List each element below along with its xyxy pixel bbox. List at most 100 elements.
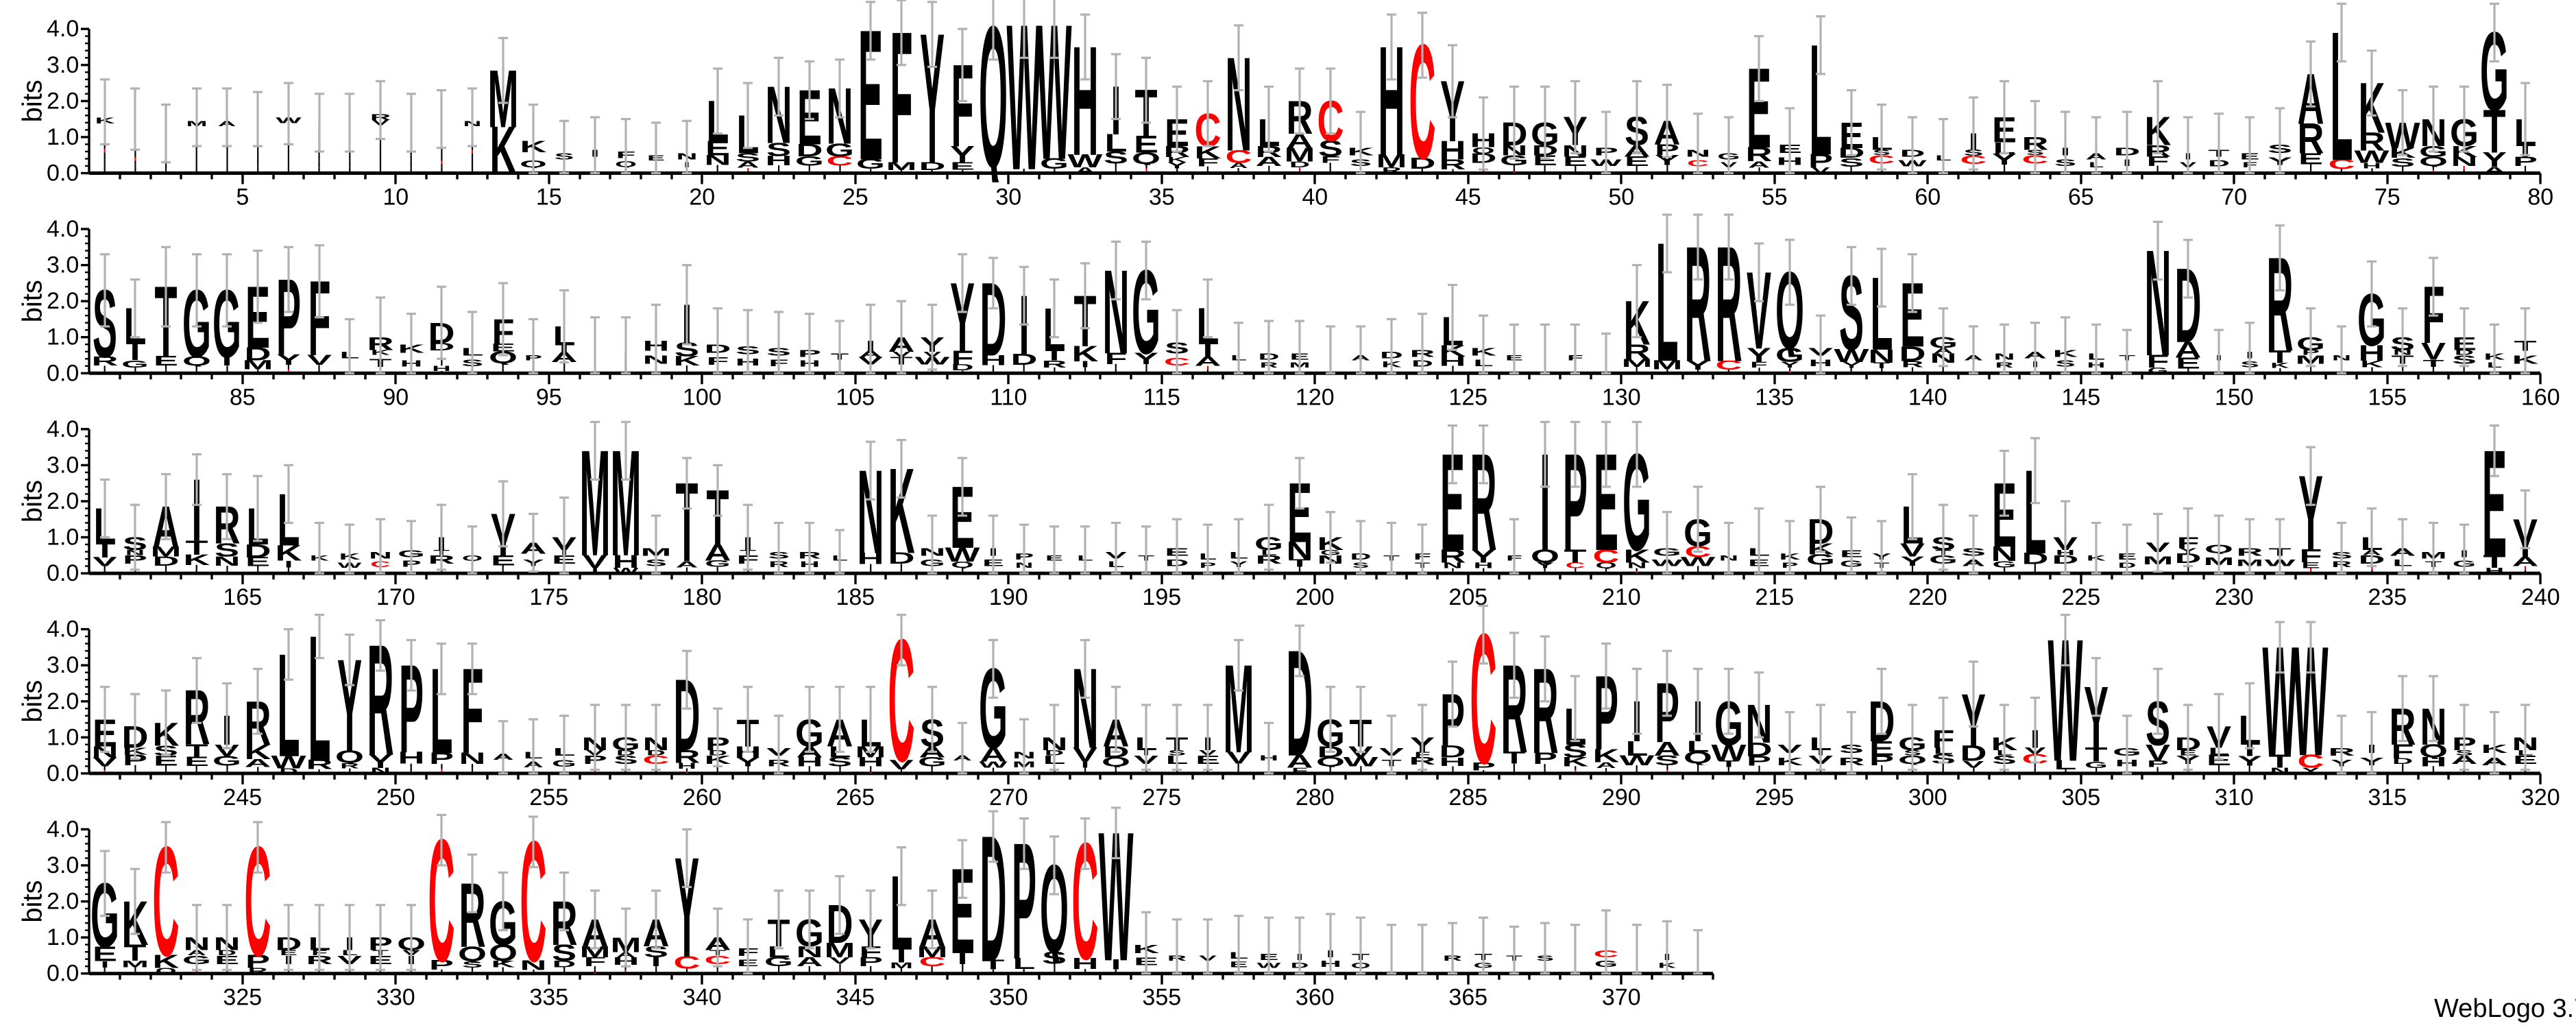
- svg-text:160: 160: [2521, 384, 2560, 410]
- svg-text:0.0: 0.0: [47, 160, 79, 187]
- svg-text:50: 50: [1608, 184, 1634, 211]
- svg-text:15: 15: [536, 184, 562, 211]
- svg-text:1.0: 1.0: [47, 525, 79, 551]
- svg-text:55: 55: [1762, 184, 1788, 211]
- svg-text:1.0: 1.0: [47, 924, 79, 950]
- svg-text:bits: bits: [17, 680, 47, 723]
- svg-text:285: 285: [1448, 784, 1487, 811]
- svg-text:0.0: 0.0: [47, 961, 79, 987]
- svg-text:270: 270: [989, 784, 1028, 811]
- svg-text:180: 180: [683, 584, 722, 610]
- svg-text:bits: bits: [17, 480, 47, 523]
- svg-text:2.0: 2.0: [47, 88, 79, 114]
- svg-text:370: 370: [1602, 985, 1641, 1011]
- svg-text:25: 25: [842, 184, 868, 211]
- svg-text:0.0: 0.0: [47, 560, 79, 586]
- svg-text:325: 325: [223, 985, 262, 1011]
- svg-text:100: 100: [683, 384, 722, 410]
- svg-text:175: 175: [529, 584, 568, 610]
- svg-text:130: 130: [1602, 384, 1641, 410]
- svg-text:110: 110: [990, 384, 1027, 410]
- svg-text:215: 215: [1755, 584, 1794, 610]
- svg-text:145: 145: [2061, 384, 2100, 410]
- svg-text:300: 300: [1908, 784, 1947, 811]
- svg-text:365: 365: [1448, 985, 1487, 1011]
- svg-text:bits: bits: [17, 280, 47, 322]
- svg-text:125: 125: [1448, 384, 1487, 410]
- svg-text:245: 245: [223, 784, 262, 811]
- svg-text:80: 80: [2527, 184, 2553, 211]
- svg-text:3.0: 3.0: [47, 52, 79, 78]
- svg-text:4.0: 4.0: [47, 416, 79, 442]
- svg-text:195: 195: [1142, 584, 1181, 610]
- svg-text:330: 330: [376, 985, 415, 1011]
- svg-text:155: 155: [2368, 384, 2407, 410]
- svg-text:345: 345: [836, 985, 875, 1011]
- svg-text:340: 340: [683, 985, 722, 1011]
- svg-text:60: 60: [1915, 184, 1941, 211]
- svg-text:335: 335: [529, 985, 568, 1011]
- svg-text:3.0: 3.0: [47, 452, 79, 478]
- svg-text:290: 290: [1602, 784, 1641, 811]
- svg-text:4.0: 4.0: [47, 616, 79, 643]
- svg-text:95: 95: [536, 384, 562, 410]
- svg-text:200: 200: [1296, 584, 1335, 610]
- svg-text:190: 190: [989, 584, 1028, 610]
- svg-text:120: 120: [1296, 384, 1335, 410]
- svg-text:4.0: 4.0: [47, 216, 79, 242]
- svg-text:350: 350: [989, 985, 1028, 1011]
- svg-text:360: 360: [1296, 985, 1335, 1011]
- svg-text:235: 235: [2368, 584, 2407, 610]
- svg-text:210: 210: [1602, 584, 1641, 610]
- svg-text:275: 275: [1142, 784, 1181, 811]
- svg-text:230: 230: [2215, 584, 2254, 610]
- svg-text:225: 225: [2061, 584, 2100, 610]
- svg-text:1.0: 1.0: [47, 324, 79, 350]
- svg-text:0.0: 0.0: [47, 760, 79, 787]
- svg-text:295: 295: [1755, 784, 1794, 811]
- svg-text:260: 260: [683, 784, 722, 811]
- svg-text:2.0: 2.0: [47, 288, 79, 314]
- svg-text:185: 185: [836, 584, 875, 610]
- svg-text:65: 65: [2068, 184, 2094, 211]
- svg-text:165: 165: [223, 584, 262, 610]
- svg-text:3.0: 3.0: [47, 252, 79, 278]
- svg-text:30: 30: [995, 184, 1021, 211]
- svg-text:1.0: 1.0: [47, 724, 79, 750]
- svg-text:140: 140: [1908, 384, 1947, 410]
- svg-text:320: 320: [2521, 784, 2560, 811]
- svg-text:150: 150: [2215, 384, 2254, 410]
- svg-text:105: 105: [836, 384, 875, 410]
- svg-text:0.0: 0.0: [47, 360, 79, 386]
- svg-text:WebLogo 3.7.12: WebLogo 3.7.12: [2434, 994, 2576, 1023]
- svg-text:115: 115: [1143, 384, 1180, 410]
- svg-text:85: 85: [230, 384, 256, 410]
- svg-text:280: 280: [1296, 784, 1335, 811]
- svg-text:2.0: 2.0: [47, 488, 79, 514]
- svg-text:4.0: 4.0: [47, 16, 79, 42]
- svg-text:3.0: 3.0: [47, 852, 79, 878]
- svg-text:2.0: 2.0: [47, 889, 79, 915]
- svg-text:4.0: 4.0: [47, 816, 79, 842]
- svg-text:250: 250: [376, 784, 415, 811]
- svg-text:135: 135: [1755, 384, 1794, 410]
- svg-text:255: 255: [529, 784, 568, 811]
- svg-text:45: 45: [1455, 184, 1481, 211]
- svg-text:265: 265: [836, 784, 875, 811]
- svg-text:355: 355: [1142, 985, 1181, 1011]
- svg-text:10: 10: [382, 184, 409, 211]
- svg-text:bits: bits: [17, 880, 47, 922]
- svg-text:bits: bits: [17, 80, 47, 122]
- svg-text:220: 220: [1908, 584, 1947, 610]
- svg-text:35: 35: [1149, 184, 1175, 211]
- svg-text:310: 310: [2215, 784, 2254, 811]
- svg-text:90: 90: [382, 384, 409, 410]
- svg-text:1.0: 1.0: [47, 124, 79, 150]
- svg-text:315: 315: [2368, 784, 2407, 811]
- svg-text:20: 20: [689, 184, 715, 211]
- svg-text:70: 70: [2221, 184, 2247, 211]
- svg-text:3.0: 3.0: [47, 652, 79, 678]
- svg-text:240: 240: [2521, 584, 2560, 610]
- svg-text:75: 75: [2374, 184, 2401, 211]
- svg-text:5: 5: [236, 184, 249, 211]
